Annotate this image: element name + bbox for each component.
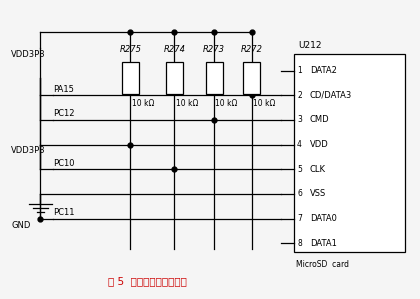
Bar xyxy=(294,54,404,252)
Text: CD/DATA3: CD/DATA3 xyxy=(310,91,352,100)
Text: 10 kΩ: 10 kΩ xyxy=(215,99,238,108)
Text: 10 kΩ: 10 kΩ xyxy=(132,99,154,108)
Text: 5: 5 xyxy=(297,165,302,174)
Text: CMD: CMD xyxy=(310,115,329,124)
Text: 3: 3 xyxy=(297,115,302,124)
Text: 1: 1 xyxy=(297,66,302,75)
Text: VSS: VSS xyxy=(310,190,326,199)
Text: DATA2: DATA2 xyxy=(310,66,336,75)
Text: R273: R273 xyxy=(203,45,225,54)
Text: PC11: PC11 xyxy=(53,208,74,217)
Text: 8: 8 xyxy=(297,239,302,248)
Text: R274: R274 xyxy=(163,45,185,54)
Text: 6: 6 xyxy=(297,190,302,199)
Text: PC12: PC12 xyxy=(53,109,74,118)
Text: 图 5  数据存储电路原理图: 图 5 数据存储电路原理图 xyxy=(108,276,186,286)
Text: R272: R272 xyxy=(241,45,263,54)
Text: PC10: PC10 xyxy=(53,159,74,168)
Bar xyxy=(206,62,223,94)
Text: R275: R275 xyxy=(119,45,142,54)
Text: 10 kΩ: 10 kΩ xyxy=(176,99,198,108)
Text: PA15: PA15 xyxy=(53,85,74,94)
Text: VDD3P3: VDD3P3 xyxy=(11,50,46,59)
Text: DATA0: DATA0 xyxy=(310,214,336,223)
Bar xyxy=(122,62,139,94)
Text: U212: U212 xyxy=(298,41,321,50)
Bar xyxy=(244,62,260,94)
Text: CLK: CLK xyxy=(310,165,326,174)
Text: 4: 4 xyxy=(297,140,302,149)
Text: MicroSD  card: MicroSD card xyxy=(296,260,349,269)
Text: VDD3P3: VDD3P3 xyxy=(11,146,46,155)
Text: 10 kΩ: 10 kΩ xyxy=(253,99,276,108)
Text: 7: 7 xyxy=(297,214,302,223)
Text: 2: 2 xyxy=(297,91,302,100)
Text: DATA1: DATA1 xyxy=(310,239,336,248)
Bar xyxy=(166,62,183,94)
Text: VDD: VDD xyxy=(310,140,328,149)
Text: GND: GND xyxy=(11,221,31,230)
